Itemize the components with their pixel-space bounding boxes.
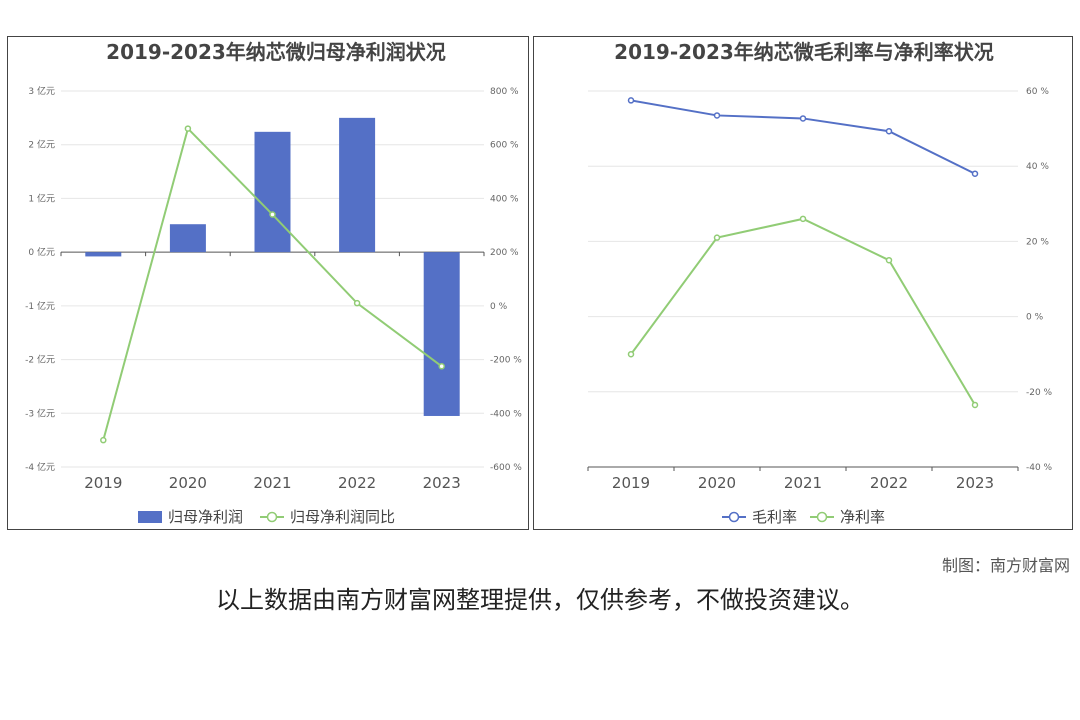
x-tick-label: 2019: [612, 474, 650, 492]
legend-swatch-gross-margin-marker[interactable]: [728, 511, 740, 523]
right-axis-tick-label: 800 %: [490, 87, 519, 97]
legend-label-net-margin[interactable]: 净利率: [840, 508, 885, 526]
x-tick-label: 2019: [84, 474, 122, 492]
gross-margin-point-2022[interactable]: [885, 127, 893, 135]
net-margin-point-2020[interactable]: [713, 234, 721, 241]
net-margin-point-2021[interactable]: [799, 215, 807, 223]
left-chart-title: 2019-2023年纳芯微归母净利润状况: [106, 40, 446, 64]
net-margin-point-2022[interactable]: [885, 256, 893, 264]
right-axis-tick-label: 0 %: [1026, 313, 1044, 323]
left-axis-tick-label: -1 亿元: [25, 300, 55, 312]
right-axis-tick-label: -400 %: [490, 409, 522, 419]
net-profit-chart: 2019-2023年纳芯微归母净利润状况 3 亿元 2 亿元 1 亿元 0 亿元 -1 …: [25, 40, 522, 526]
x-tick-label: 2021: [253, 474, 291, 492]
gross-margin-point-2021[interactable]: [799, 115, 807, 122]
legend-label-yoy[interactable]: 归母净利润同比: [290, 508, 395, 526]
right-axis-tick-label: 600 %: [490, 141, 519, 151]
bar-net-profit-2023[interactable]: [423, 252, 460, 416]
left-axis-tick-label: 0 亿元: [28, 246, 55, 258]
right-axis-tick-label: -200 %: [490, 356, 522, 366]
x-tick-label: 2022: [338, 474, 376, 492]
legend-swatch-yoy-marker[interactable]: [266, 511, 278, 523]
net-margin-series-line: [630, 217, 976, 406]
yoy-point-2020[interactable]: [184, 125, 192, 132]
bar-net-profit-2020[interactable]: [169, 224, 206, 253]
legend-swatch-net-profit[interactable]: [138, 511, 162, 523]
yoy-point-2019[interactable]: [100, 436, 107, 444]
yoy-point-2022[interactable]: [353, 299, 361, 307]
bar-net-profit-2022[interactable]: [339, 117, 376, 253]
bar-net-profit-2019[interactable]: [85, 252, 122, 257]
x-tick-label: 2020: [698, 474, 736, 492]
net-margin-point-2019[interactable]: [627, 350, 635, 358]
right-axis-tick-label: 400 %: [490, 194, 519, 204]
x-tick-label: 2023: [956, 474, 994, 492]
x-tick-label: 2020: [169, 474, 207, 492]
margin-chart: 2019-2023年纳芯微毛利率与净利率状况 60 % 40 % 20 % 0 % -2…: [587, 40, 1053, 526]
right-axis-tick-label: -20 %: [1026, 388, 1053, 398]
net-margin-point-2023[interactable]: [971, 401, 979, 409]
right-chart-title: 2019-2023年纳芯微毛利率与净利率状况: [614, 40, 994, 64]
legend-swatch-net-margin-marker[interactable]: [816, 511, 828, 523]
right-axis-tick-label: 0 %: [490, 302, 508, 312]
right-axis-tick-label: 20 %: [1026, 237, 1049, 247]
right-chart-panel: 2019-2023年纳芯微毛利率与净利率状况 60 % 40 % 20 % 0 % -2…: [533, 36, 1073, 530]
right-axis-tick-label: 200 %: [490, 248, 519, 258]
x-tick-label: 2023: [423, 474, 461, 492]
yoy-point-2023[interactable]: [438, 363, 445, 370]
left-axis-tick-label: 3 亿元: [28, 85, 55, 97]
left-axis-tick-label: 1 亿元: [28, 192, 55, 204]
x-tick-label: 2022: [870, 474, 908, 492]
yoy-point-2021[interactable]: [269, 211, 276, 218]
legend-label-net-profit[interactable]: 归母净利润: [168, 508, 243, 526]
left-axis-tick-label: -2 亿元: [25, 354, 55, 366]
left-axis-tick-label: 2 亿元: [28, 139, 55, 151]
chart-credit: 制图：南方财富网: [941, 556, 1070, 575]
right-axis-tick-label: -40 %: [1026, 463, 1053, 473]
legend-label-gross-margin[interactable]: 毛利率: [752, 508, 797, 526]
x-tick-label: 2021: [784, 474, 822, 492]
gross-margin-point-2020[interactable]: [713, 112, 721, 119]
gross-margin-point-2019[interactable]: [627, 97, 635, 104]
left-axis-tick-label: -4 亿元: [25, 461, 55, 473]
left-axis-tick-label: -3 亿元: [25, 407, 55, 419]
right-axis-tick-label: 60 %: [1026, 87, 1049, 97]
gross-margin-series-line: [630, 99, 976, 175]
bar-net-profit-2021[interactable]: [254, 131, 291, 253]
right-axis-tick-label: 40 %: [1026, 162, 1049, 172]
right-axis-tick-label: -600 %: [490, 463, 522, 473]
disclaimer-text: 以上数据由南方财富网整理提供，仅供参考，不做投资建议。: [216, 586, 864, 614]
gross-margin-point-2023[interactable]: [971, 170, 979, 177]
left-chart-panel: 2019-2023年纳芯微归母净利润状况 3 亿元 2 亿元 1 亿元 0 亿元 -1 …: [7, 36, 529, 530]
